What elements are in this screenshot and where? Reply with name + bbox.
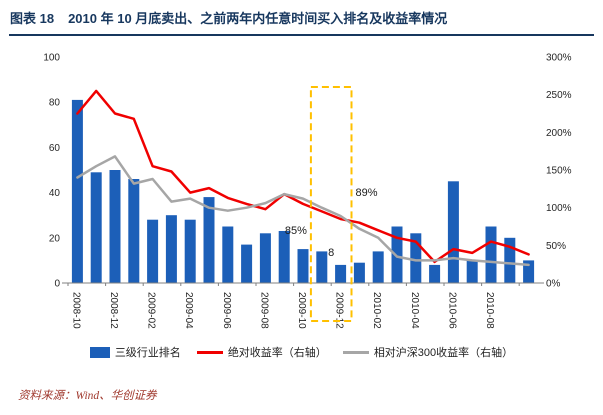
left-axis-tick-label: 100	[43, 53, 60, 64]
relative-return-line	[76, 155, 530, 267]
industry-rank-bar	[316, 251, 328, 283]
x-axis-tick-label: 2009-02	[146, 292, 157, 329]
industry-rank-bar	[297, 249, 309, 283]
industry-rank-bar	[523, 260, 535, 283]
left-axis-tick-label: 40	[49, 188, 61, 199]
industry-rank-bar	[353, 262, 365, 283]
industry-rank-bar	[165, 215, 177, 283]
x-axis-tick-label: 2008-12	[108, 292, 119, 329]
x-axis-tick-label: 2009-10	[296, 292, 307, 329]
x-axis-tick-label: 2010-04	[409, 292, 420, 329]
left-axis-tick-label: 20	[49, 233, 61, 244]
industry-rank-bar	[447, 181, 459, 283]
right-axis-tick-label: 150%	[546, 166, 572, 177]
x-axis-tick-label: 2010-06	[446, 292, 457, 329]
right-axis-tick-label: 50%	[546, 241, 566, 252]
annotation-bar-value: 8	[328, 247, 334, 259]
right-axis-tick-label: 100%	[546, 203, 572, 214]
industry-rank-bar	[504, 237, 516, 283]
absolute-return-line	[76, 89, 530, 264]
gray-line-swatch-icon	[342, 350, 369, 354]
right-axis-tick-label: 300%	[546, 53, 572, 64]
industry-rank-bar	[429, 264, 441, 283]
x-axis-tick-label: 2009-12	[334, 292, 345, 329]
x-axis-tick-label: 2009-04	[183, 292, 194, 329]
industry-rank-bar	[128, 179, 140, 283]
x-axis-tick-label: 2009-06	[221, 292, 232, 329]
red-line-swatch-icon	[196, 350, 223, 354]
industry-rank-bar	[203, 197, 215, 283]
industry-rank-bar	[184, 219, 196, 283]
left-axis-tick-label: 80	[49, 98, 61, 109]
industry-rank-bar	[90, 172, 102, 283]
x-axis-tick-label: 2009-08	[258, 292, 269, 329]
industry-rank-bar	[391, 226, 403, 283]
right-axis-tick-label: 250%	[546, 90, 572, 101]
legend-label-absolute-return: 绝对收益率（右轴）	[227, 347, 327, 359]
figure-title-row: 图表 18 2010 年 10 月底卖出、之前两年内任意时间买入排名及收益率情况	[9, 5, 594, 36]
figure-number: 图表 18	[10, 11, 55, 26]
data-source-note: 资料来源：Wind、华创证券	[18, 390, 157, 402]
bar-swatch-icon	[89, 346, 110, 358]
industry-rank-bar	[109, 170, 121, 283]
industry-rank-bar	[410, 233, 422, 283]
industry-rank-bar	[71, 99, 83, 284]
chart-area: 0 20 40 60 80 100 0% 50% 100% 150% 200% 250% 300% 200…	[0, 45, 603, 345]
industry-rank-bar	[485, 226, 497, 283]
x-axis-tick-label: 2010-02	[371, 292, 382, 329]
industry-rank-bar	[147, 219, 159, 283]
legend-item-industry-rank: 三级行业排名	[89, 344, 181, 360]
annotation-gray-value: 89%	[356, 187, 378, 199]
legend-label-relative-return: 相对沪深300收益率（右轴）	[373, 347, 514, 359]
highlight-box	[309, 86, 353, 322]
left-axis-tick-label: 0	[54, 279, 60, 290]
industry-rank-bar	[278, 231, 290, 283]
x-axis-tick-label: 2008-10	[70, 292, 81, 329]
industry-rank-bar	[222, 226, 234, 283]
combo-chart: 0 20 40 60 80 100 0% 50% 100% 150% 200% 250% 300% 200…	[43, 53, 572, 330]
right-axis-tick-label: 200%	[546, 128, 572, 139]
left-axis-tick-label: 60	[49, 143, 61, 154]
right-axis-tick-label: 0%	[546, 279, 561, 290]
industry-rank-bar	[372, 251, 384, 283]
industry-rank-bar	[335, 264, 347, 283]
chart-legend: 三级行业排名 绝对收益率（右轴） 相对沪深300收益率（右轴）	[0, 344, 603, 360]
x-axis-tick-label: 2010-08	[484, 292, 495, 329]
legend-label-industry-rank: 三级行业排名	[114, 347, 181, 359]
legend-item-absolute-return: 绝对收益率（右轴）	[196, 344, 327, 360]
annotation-red-value: 85%	[285, 225, 307, 237]
industry-rank-bar	[466, 260, 478, 283]
legend-item-relative-return: 相对沪深300收益率（右轴）	[342, 344, 514, 360]
industry-rank-bar	[259, 233, 271, 283]
figure-title: 2010 年 10 月底卖出、之前两年内任意时间买入排名及收益率情况	[68, 11, 448, 26]
industry-rank-bar	[241, 244, 253, 283]
